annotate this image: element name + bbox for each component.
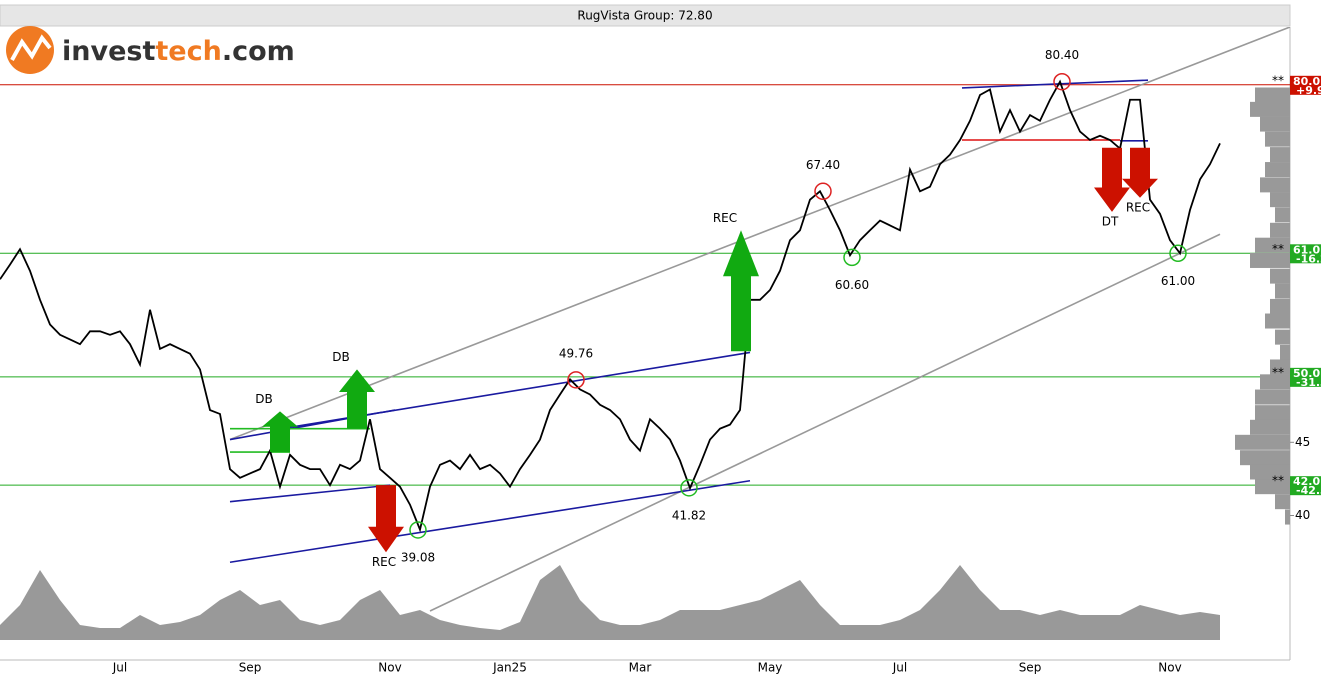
level-change: -31.3 <box>1296 376 1321 389</box>
profile-bar <box>1275 207 1290 223</box>
logo: investtech.com <box>6 26 295 74</box>
level-label: 50.0 <box>1293 367 1320 380</box>
extremum-label: 60.60 <box>835 278 869 292</box>
profile-bar <box>1255 389 1290 405</box>
signal-label: REC <box>713 211 737 225</box>
level-change: -16.2 <box>1296 252 1321 265</box>
signal-arrow <box>262 411 298 453</box>
level-box <box>1290 476 1321 496</box>
profile-bar <box>1265 313 1290 329</box>
extremum-label: 49.76 <box>559 346 593 360</box>
signal-label: REC <box>372 555 396 569</box>
x-tick-label: May <box>758 661 783 675</box>
level-marker: ** <box>1272 365 1284 379</box>
logo-part: .com <box>222 36 295 67</box>
level-label: 80.0 <box>1293 75 1320 88</box>
chart-title: RugVista Group: 72.80 <box>577 9 712 23</box>
profile-bar <box>1240 450 1290 466</box>
volume-area <box>0 565 1220 640</box>
profile-bar <box>1260 177 1290 193</box>
extremum-marker <box>567 371 585 389</box>
profile-bar <box>1250 419 1290 435</box>
profile-bar <box>1285 509 1290 525</box>
extremum-label: 39.08 <box>401 550 435 564</box>
x-tick-label: Jul <box>892 661 907 675</box>
profile-bar <box>1270 268 1290 284</box>
trend-line <box>429 233 1221 612</box>
level-box <box>1290 75 1321 95</box>
x-tick-label: Jul <box>112 661 127 675</box>
profile-bar <box>1275 283 1290 299</box>
signal-label: DT <box>1102 214 1119 228</box>
extremum-marker <box>409 521 427 539</box>
level-box <box>1290 244 1321 264</box>
logo-text: investtech.com <box>62 36 295 67</box>
x-tick-label: Mar <box>629 661 652 675</box>
profile-bar <box>1270 147 1290 163</box>
profile-bar <box>1270 359 1290 375</box>
profile-bar <box>1255 87 1290 103</box>
logo-part: tech <box>155 36 221 67</box>
title-bar <box>0 4 1291 27</box>
trend-line <box>229 27 1290 441</box>
signal-arrow <box>1122 147 1158 198</box>
profile-bar <box>1270 298 1290 314</box>
signal-arrow <box>723 230 759 352</box>
trend-line <box>229 479 751 564</box>
profile-bar <box>1255 405 1290 421</box>
plot-area <box>0 27 1290 640</box>
level-label: 42.0 <box>1293 475 1320 488</box>
extremum-marker <box>814 182 832 201</box>
profile-bar <box>1280 344 1290 360</box>
extremum-label: 41.82 <box>672 508 706 522</box>
level-box <box>1290 367 1321 387</box>
profile-bar <box>1275 494 1290 510</box>
profile-bar <box>1255 479 1290 495</box>
level-change: +9.9 <box>1296 84 1321 97</box>
y-tick-label: 40 <box>1295 508 1310 522</box>
profile-bar <box>1270 222 1290 238</box>
logo-zigzag <box>10 34 52 61</box>
profile-bar <box>1250 464 1290 480</box>
profile-bar <box>1235 434 1290 450</box>
x-tick-label: Sep <box>239 661 262 675</box>
price-line <box>0 79 1221 533</box>
profile-bar <box>1275 329 1290 345</box>
profile-bar <box>1260 374 1290 390</box>
profile-bar <box>1260 116 1290 132</box>
signal-label: REC <box>1126 200 1150 214</box>
signal-arrow <box>1094 147 1130 212</box>
extremum-label: 67.40 <box>806 158 840 172</box>
signal-label: DB <box>255 392 272 406</box>
level-label: 61.0 <box>1293 243 1320 256</box>
level-marker: ** <box>1272 474 1284 488</box>
level-marker: ** <box>1272 73 1284 87</box>
signal-label: DB <box>332 350 349 364</box>
trend-line <box>229 484 391 503</box>
profile-bar <box>1270 192 1290 208</box>
profile-bar <box>1250 101 1290 117</box>
x-tick-label: Jan25 <box>492 661 527 675</box>
logo-part: invest <box>62 36 155 67</box>
signal-arrow <box>368 485 404 553</box>
extremum-label: 61.00 <box>1161 274 1195 288</box>
x-tick-label: Nov <box>1158 661 1181 675</box>
y-tick-label: 45 <box>1295 435 1310 449</box>
profile-bar <box>1250 252 1290 268</box>
extremum-marker <box>680 479 698 497</box>
extremum-marker <box>843 248 861 267</box>
profile-bar <box>1265 162 1290 178</box>
signal-arrow <box>339 369 375 429</box>
extremum-marker <box>1169 244 1187 263</box>
level-marker: ** <box>1272 242 1284 256</box>
profile-bar <box>1265 131 1290 147</box>
profile-bar <box>1255 237 1290 253</box>
extremum-marker <box>1053 72 1071 91</box>
level-change: -42.3 <box>1296 484 1321 497</box>
x-tick-label: Sep <box>1019 661 1042 675</box>
x-tick-label: Nov <box>378 661 401 675</box>
extremum-label: 80.40 <box>1045 48 1079 62</box>
